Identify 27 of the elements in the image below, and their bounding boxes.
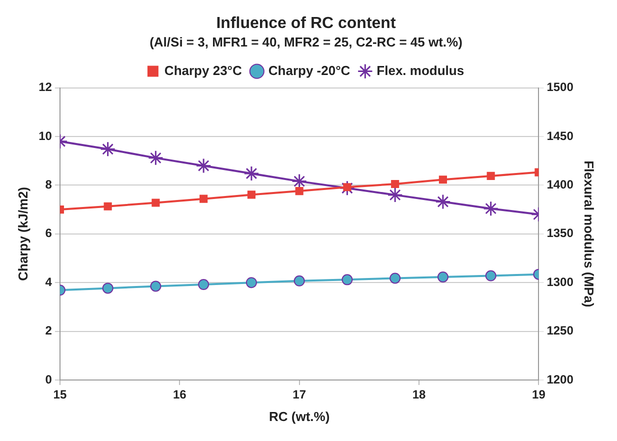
x-axis-title: RC (wt.%) xyxy=(268,408,330,424)
y2-tick-label: 1250 xyxy=(546,324,574,338)
legend-label: Charpy -20°C xyxy=(268,62,351,78)
y2-tick-label: 1300 xyxy=(546,274,574,289)
chart-subtitle: (Al/Si = 3, MFR1 = 40, MFR2 = 25, C2-RC = 45 wt.%) xyxy=(150,34,462,50)
legend-label: Flex. modulus xyxy=(376,62,464,78)
y-tick-label: 12 xyxy=(38,80,52,94)
y-tick-label: 10 xyxy=(38,128,52,143)
x-tick-label: 18 xyxy=(412,388,426,402)
x-tick-label: 16 xyxy=(172,388,187,402)
x-tick-label: 19 xyxy=(532,388,546,402)
chart-title: Influence of RC content xyxy=(216,15,396,32)
y-tick-label: 0 xyxy=(45,372,52,386)
y-tick-label: 4 xyxy=(45,274,52,289)
y2-tick-label: 1450 xyxy=(546,128,574,143)
x-tick-label: 15 xyxy=(53,388,67,402)
x-tick-label: 17 xyxy=(292,388,306,402)
y2-tick-label: 1200 xyxy=(546,372,574,386)
y-axis-title: Charpy (kJ/m2) xyxy=(15,186,30,281)
y2-tick-label: 1500 xyxy=(546,80,574,94)
legend-label: Charpy 23°C xyxy=(164,62,242,78)
y2-axis-title: Flexural modulus (MPa) xyxy=(582,160,597,308)
y-tick-label: 6 xyxy=(45,226,52,240)
y2-tick-label: 1400 xyxy=(546,178,574,192)
y-tick-label: 8 xyxy=(45,178,52,192)
y-tick-label: 2 xyxy=(45,324,52,338)
y2-tick-label: 1350 xyxy=(546,226,574,240)
